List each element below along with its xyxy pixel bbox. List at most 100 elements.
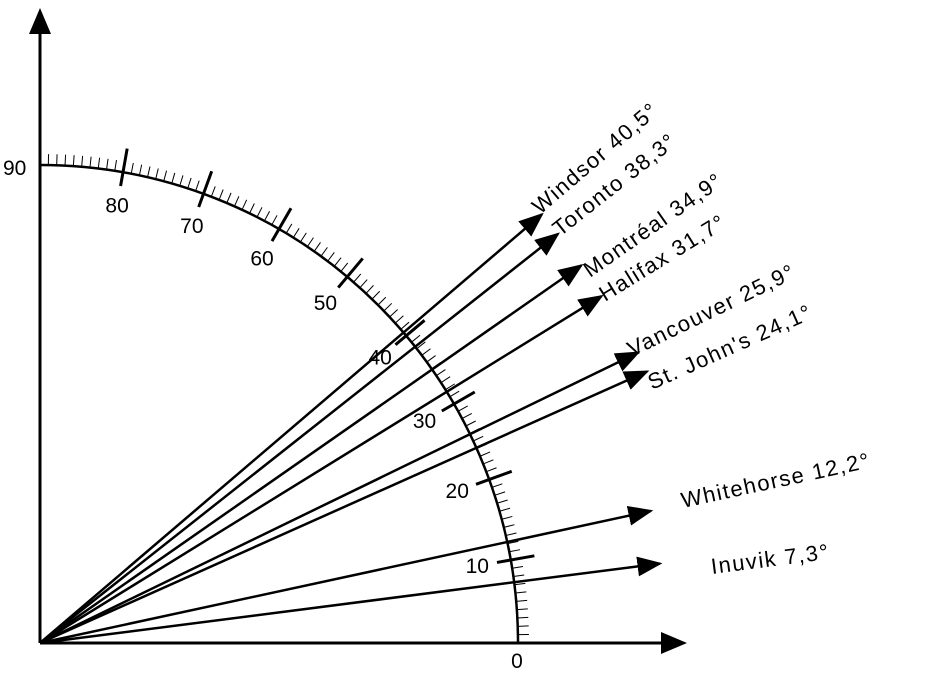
minor-tick [436, 369, 446, 377]
city-label: Inuvik 7,3° [709, 539, 831, 579]
minor-tick [64, 154, 67, 166]
minor-tick [292, 228, 300, 238]
minor-tick [501, 515, 513, 520]
vector-windsor [39, 212, 544, 644]
minor-tick [473, 435, 484, 442]
minor-tick [499, 507, 511, 512]
minor-tick [218, 189, 224, 200]
minor-tick [516, 599, 528, 602]
minor-tick [72, 155, 75, 167]
minor-tick [400, 321, 410, 330]
minor-tick [320, 247, 328, 257]
minor-tick [479, 451, 491, 457]
minor-tick [81, 155, 84, 167]
minor-tick [155, 168, 159, 180]
scale-label: 20 [446, 480, 469, 503]
minor-tick [241, 199, 248, 210]
minor-tick [130, 162, 134, 174]
minor-tick [516, 608, 528, 611]
minor-tick [327, 252, 335, 262]
minor-tick [389, 309, 398, 318]
minor-tick [449, 390, 460, 398]
minor-tick [491, 483, 503, 488]
scale-label: 60 [250, 247, 273, 270]
minor-tick [249, 203, 255, 214]
vector-inuvik [39, 556, 663, 645]
minor-tick [313, 242, 321, 252]
minor-tick [147, 166, 151, 178]
minor-tick [263, 211, 271, 222]
vector-montr-al [39, 263, 584, 645]
minor-tick [411, 334, 421, 343]
minor-tick [226, 192, 232, 204]
scale-labels: 10 20 30 40 50 60 70 80 [105, 195, 489, 578]
scale-label: 80 [105, 195, 128, 218]
scale-label: 70 [180, 215, 203, 238]
axes: 0 90 [3, 8, 687, 673]
major-tick [496, 554, 535, 564]
vector-halifax [39, 294, 604, 645]
vector-vancouver [39, 351, 641, 645]
scale-label: 50 [314, 292, 337, 315]
x-axis-arrowhead [661, 632, 687, 654]
major-tick [475, 469, 513, 486]
minor-tick [416, 341, 426, 350]
minor-tick [465, 420, 476, 427]
city-vectors [39, 212, 663, 645]
minor-tick [486, 467, 497, 473]
minor-tick [353, 273, 362, 283]
minor-tick [179, 175, 184, 187]
minor-tick [426, 355, 436, 363]
minor-tick [496, 499, 508, 504]
scale-label: 30 [413, 410, 436, 433]
major-tick [270, 207, 293, 242]
minor-tick [461, 412, 472, 420]
minor-tick [163, 170, 168, 182]
scale-arc [39, 163, 520, 644]
minor-tick [445, 383, 455, 391]
major-tick [337, 257, 364, 289]
minor-tick [377, 296, 387, 306]
city-labels: Windsor 40,5°Toronto 38,3°Montréal 34,9°… [527, 97, 873, 579]
minor-tick [503, 524, 515, 528]
major-tick [394, 319, 426, 346]
minor-tick [505, 532, 517, 536]
vector-st-john-s [39, 370, 650, 645]
minor-tick [359, 279, 368, 289]
minor-tick [512, 566, 524, 569]
minor-tick [517, 616, 529, 619]
vector-toronto [39, 232, 560, 644]
scale-label: 40 [368, 347, 391, 370]
minor-tick [365, 285, 374, 294]
minor-tick [333, 257, 342, 267]
minor-tick [457, 405, 468, 412]
minor-tick [440, 376, 451, 384]
minor-tick [97, 157, 101, 169]
minor-tick [483, 459, 494, 465]
angle-scale: 10 20 30 40 50 60 70 80 [39, 148, 535, 644]
minor-tick [383, 302, 393, 312]
minor-tick [340, 262, 349, 272]
y-axis-arrowhead [29, 8, 51, 34]
major-tick [441, 390, 476, 413]
minor-tick [106, 158, 109, 170]
city-label: Whitehorse 12,2° [679, 448, 873, 513]
x-axis-zero-label: 0 [511, 650, 523, 673]
minor-tick [371, 290, 381, 300]
minor-tick [89, 156, 92, 168]
minor-tick [187, 177, 192, 189]
minor-tick [514, 582, 526, 586]
minor-tick [299, 232, 307, 243]
major-tick [197, 170, 214, 208]
scale-ticks [39, 148, 535, 644]
minor-tick [271, 215, 278, 226]
y-axis-ninety-label: 90 [3, 157, 26, 180]
minor-tick [513, 574, 525, 577]
minor-tick [256, 207, 263, 218]
major-tick [119, 148, 129, 187]
minor-tick [509, 549, 521, 553]
minor-tick [507, 540, 519, 545]
minor-tick [233, 196, 240, 207]
minor-tick [138, 164, 143, 176]
